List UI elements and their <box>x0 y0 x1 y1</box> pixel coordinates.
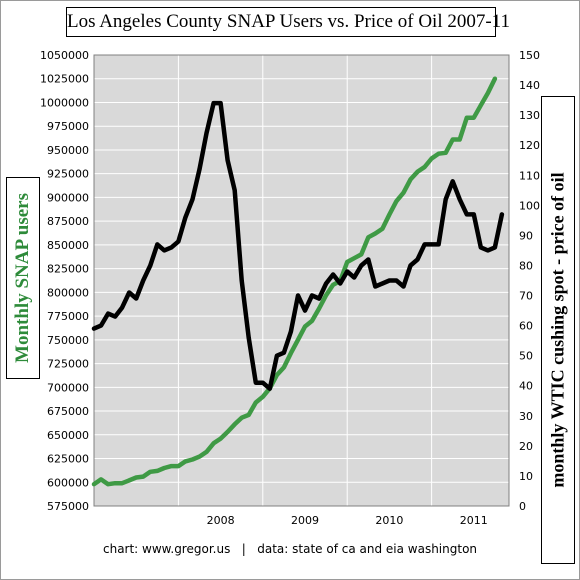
right-tick-label: 120 <box>519 139 540 152</box>
right-tick-label: 30 <box>519 410 533 423</box>
left-tick-label: 800000 <box>47 286 89 299</box>
left-axis-label: Monthly SNAP users <box>12 193 33 363</box>
left-tick-label: 700000 <box>47 381 89 394</box>
snap-users-series-line <box>91 76 498 487</box>
left-tick-label: 1025000 <box>40 73 89 86</box>
right-tick-label: 70 <box>519 290 533 303</box>
left-tick-label: 875000 <box>47 215 89 228</box>
left-tick-label: 825000 <box>47 263 89 276</box>
right-tick-label: 0 <box>519 500 526 513</box>
left-tick-label: 575000 <box>47 500 89 513</box>
x-axis-ticks: 2008 2009 2010 2011 <box>207 514 488 527</box>
left-tick-label: 925000 <box>47 168 89 181</box>
right-tick-label: 90 <box>519 229 533 242</box>
left-tick-label: 625000 <box>47 453 89 466</box>
left-tick-label: 1000000 <box>40 96 89 109</box>
right-tick-label: 50 <box>519 350 533 363</box>
right-tick-label: 60 <box>519 320 533 333</box>
left-tick-label: 600000 <box>47 476 89 489</box>
right-tick-label: 110 <box>519 169 540 182</box>
x-tick-label: 2008 <box>207 514 235 527</box>
right-tick-label: 10 <box>519 470 533 483</box>
left-tick-label: 975000 <box>47 120 89 133</box>
plot-area <box>94 55 509 506</box>
left-tick-label: 850000 <box>47 239 89 252</box>
left-tick-label: 1050000 <box>40 49 89 62</box>
right-axis-ticks: 0 10 20 30 40 50 60 70 80 90 100 110 120 130 140 150 <box>519 49 540 513</box>
chart-credit: chart: www.gregor.us | data: state of ca… <box>102 542 478 556</box>
right-tick-label: 130 <box>519 109 540 122</box>
series-layer <box>91 76 505 487</box>
left-tick-label: 650000 <box>47 429 89 442</box>
left-axis-ticks: 575000 600000 625000 650000 675000 700000 7250… <box>40 49 89 513</box>
left-tick-label: 775000 <box>47 310 89 323</box>
right-tick-label: 100 <box>519 199 540 212</box>
left-tick-label: 900000 <box>47 191 89 204</box>
left-axis-label-box: Monthly SNAP users <box>6 177 40 379</box>
oil-price-series-line <box>91 100 505 391</box>
chart-title: Los Angeles County SNAP Users vs. Price … <box>66 7 510 37</box>
gridlines <box>93 54 510 507</box>
left-tick-label: 675000 <box>47 405 89 418</box>
left-tick-label: 950000 <box>47 144 89 157</box>
x-tick-label: 2010 <box>375 514 403 527</box>
x-tick-label: 2009 <box>291 514 319 527</box>
right-axis-label: monthly WTIC cushing spot - price of oil <box>547 172 568 488</box>
x-tick-label: 2011 <box>460 514 488 527</box>
right-tick-label: 80 <box>519 259 533 272</box>
right-tick-label: 20 <box>519 440 533 453</box>
right-tick-label: 40 <box>519 380 533 393</box>
left-tick-label: 725000 <box>47 358 89 371</box>
right-tick-label: 140 <box>519 79 540 92</box>
left-tick-label: 750000 <box>47 334 89 347</box>
right-axis-label-box: monthly WTIC cushing spot - price of oil <box>541 96 575 564</box>
plot-border <box>93 54 510 507</box>
right-tick-label: 150 <box>519 49 540 62</box>
